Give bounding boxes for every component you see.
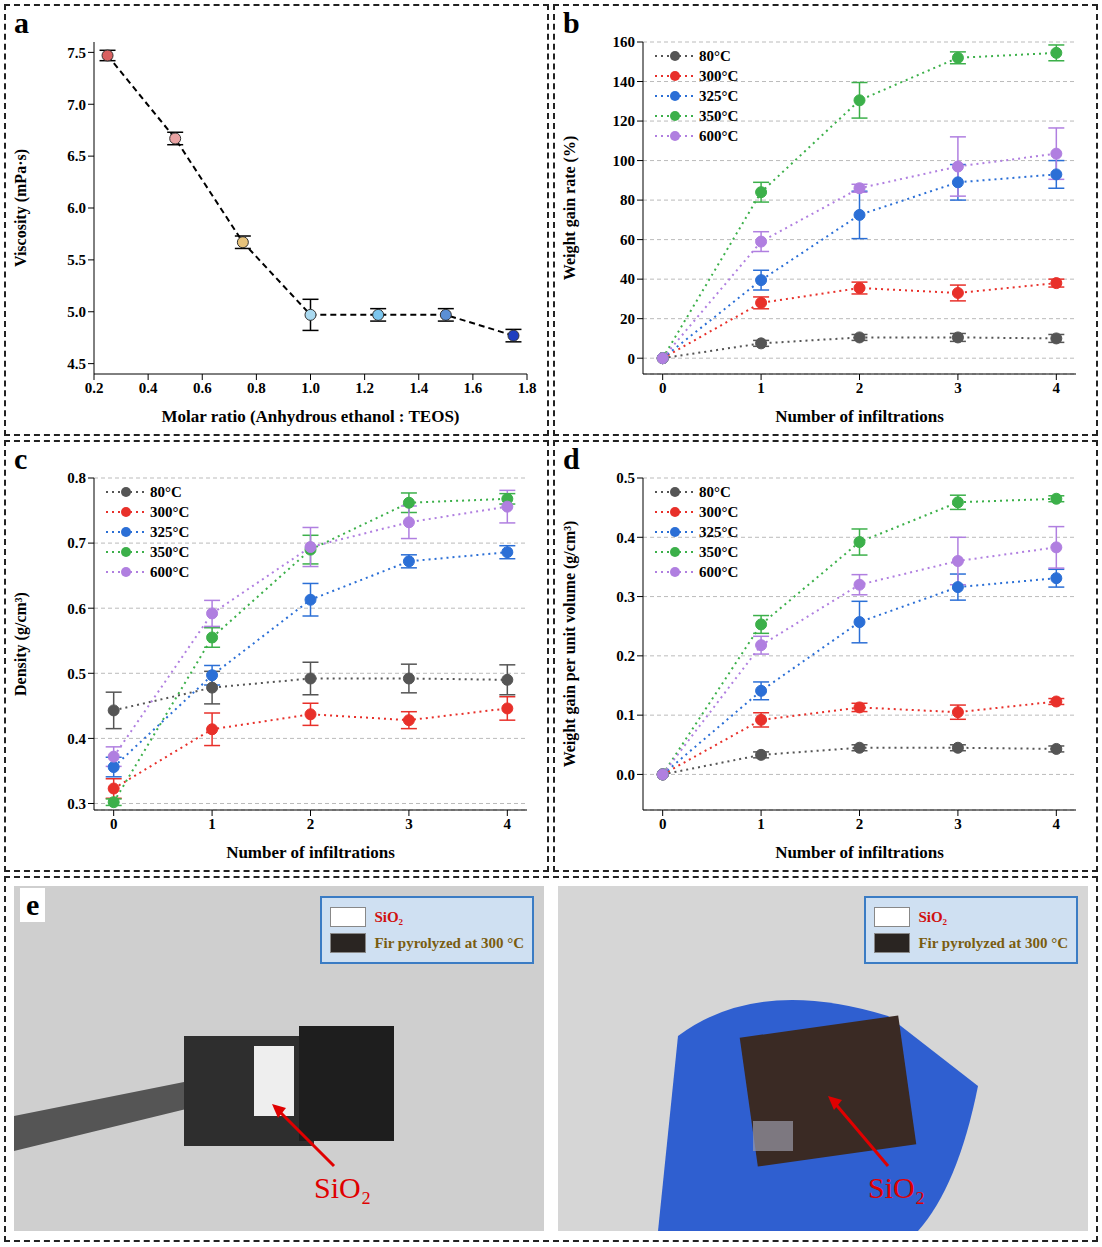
html-text:SiO₂: SiO₂ xyxy=(374,908,404,925)
html-text:300°C: 300°C xyxy=(699,503,739,520)
html-text:d: d xyxy=(563,442,580,475)
svg-text:1: 1 xyxy=(208,816,216,832)
svg-text:7.0: 7.0 xyxy=(67,97,86,113)
html-text:350°C: 350°C xyxy=(150,543,190,560)
svg-text:0.3: 0.3 xyxy=(67,796,86,812)
svg-text:0.6: 0.6 xyxy=(67,601,86,617)
svg-text:Number of infiltrations: Number of infiltrations xyxy=(226,843,395,862)
svg-text:1: 1 xyxy=(757,816,765,832)
html-text:b: b xyxy=(563,6,580,39)
svg-text:0.4: 0.4 xyxy=(139,380,158,396)
html-text:325°C: 325°C xyxy=(699,523,739,540)
svg-text:Number of infiltrations: Number of infiltrations xyxy=(775,407,944,426)
svg-text:0: 0 xyxy=(659,816,667,832)
svg-text:0.6: 0.6 xyxy=(193,380,212,396)
html-text:600°C: 600°C xyxy=(699,563,739,580)
svg-text:1: 1 xyxy=(757,380,765,396)
svg-text:Viscosity (mPa·s): Viscosity (mPa·s) xyxy=(12,149,30,267)
svg-text:0.5: 0.5 xyxy=(616,470,635,486)
html-text:325°C: 325°C xyxy=(699,87,739,104)
svg-text:20: 20 xyxy=(620,311,635,327)
html-text:a: a xyxy=(14,6,29,39)
svg-text:1.6: 1.6 xyxy=(464,380,483,396)
html-text:350°C: 350°C xyxy=(699,543,739,560)
svg-text:Molar ratio (Anhydrous ethanol: Molar ratio (Anhydrous ethanol : TEOS) xyxy=(161,407,459,426)
html-text:600°C: 600°C xyxy=(699,127,739,144)
svg-text:2: 2 xyxy=(856,816,864,832)
html-text:Fir pyrolyzed at 300 °C: Fir pyrolyzed at 300 °C xyxy=(918,934,1068,951)
svg-text:0.3: 0.3 xyxy=(616,589,635,605)
svg-text:0: 0 xyxy=(659,380,667,396)
html-text:300°C: 300°C xyxy=(699,67,739,84)
html-text:325°C: 325°C xyxy=(150,523,190,540)
svg-text:120: 120 xyxy=(613,113,636,129)
svg-text:4: 4 xyxy=(1053,380,1061,396)
svg-text:60: 60 xyxy=(620,232,635,248)
svg-text:Weight gain rate (%): Weight gain rate (%) xyxy=(561,136,579,280)
svg-text:160: 160 xyxy=(613,34,636,50)
svg-text:Number of infiltrations: Number of infiltrations xyxy=(775,843,944,862)
html-text:Fir pyrolyzed at 300 °C: Fir pyrolyzed at 300 °C xyxy=(374,934,524,951)
svg-text:3: 3 xyxy=(954,816,962,832)
svg-text:7.5: 7.5 xyxy=(67,45,86,61)
svg-text:0.8: 0.8 xyxy=(67,470,86,486)
html-text:300°C: 300°C xyxy=(150,503,190,520)
svg-text:3: 3 xyxy=(954,380,962,396)
svg-text:1.8: 1.8 xyxy=(518,380,537,396)
html-text:350°C: 350°C xyxy=(699,107,739,124)
html-text:SiO₂: SiO₂ xyxy=(314,1171,372,1204)
svg-text:0.0: 0.0 xyxy=(616,767,635,783)
svg-text:1.0: 1.0 xyxy=(301,380,320,396)
svg-text:40: 40 xyxy=(620,271,635,287)
svg-text:140: 140 xyxy=(613,74,636,90)
svg-text:4: 4 xyxy=(1053,816,1061,832)
svg-text:6.0: 6.0 xyxy=(67,200,86,216)
svg-text:4.5: 4.5 xyxy=(67,356,86,372)
svg-text:0.8: 0.8 xyxy=(247,380,266,396)
svg-text:3: 3 xyxy=(405,816,413,832)
svg-text:0.2: 0.2 xyxy=(85,380,104,396)
html-text:80°C: 80°C xyxy=(699,47,731,64)
svg-text:2: 2 xyxy=(307,816,315,832)
svg-text:5.5: 5.5 xyxy=(67,252,86,268)
svg-text:0.4: 0.4 xyxy=(616,530,635,546)
svg-text:0.7: 0.7 xyxy=(67,535,86,551)
html-text:80°C: 80°C xyxy=(150,483,182,500)
svg-text:1.2: 1.2 xyxy=(355,380,374,396)
svg-text:2: 2 xyxy=(856,380,864,396)
svg-text:4: 4 xyxy=(504,816,512,832)
svg-text:0: 0 xyxy=(110,816,118,832)
html-text:c: c xyxy=(14,442,28,475)
svg-text:1.4: 1.4 xyxy=(409,380,428,396)
svg-text:0.4: 0.4 xyxy=(67,731,86,747)
svg-text:100: 100 xyxy=(613,153,636,169)
html-text:80°C: 80°C xyxy=(699,483,731,500)
html-text:SiO₂: SiO₂ xyxy=(868,1171,926,1204)
svg-text:0.5: 0.5 xyxy=(67,666,86,682)
svg-text:Weight gain per unit volume (g: Weight gain per unit volume (g/cm³) xyxy=(561,521,579,768)
svg-text:6.5: 6.5 xyxy=(67,148,86,164)
html-text:e: e xyxy=(26,888,40,921)
svg-text:0: 0 xyxy=(628,351,636,367)
svg-text:0.1: 0.1 xyxy=(616,707,635,723)
html-text:600°C: 600°C xyxy=(150,563,190,580)
svg-text:80: 80 xyxy=(620,192,635,208)
html-text:SiO₂: SiO₂ xyxy=(918,908,948,925)
svg-text:0.2: 0.2 xyxy=(616,648,635,664)
svg-text:5.0: 5.0 xyxy=(67,304,86,320)
svg-text:Density (g/cm³): Density (g/cm³) xyxy=(12,592,30,696)
